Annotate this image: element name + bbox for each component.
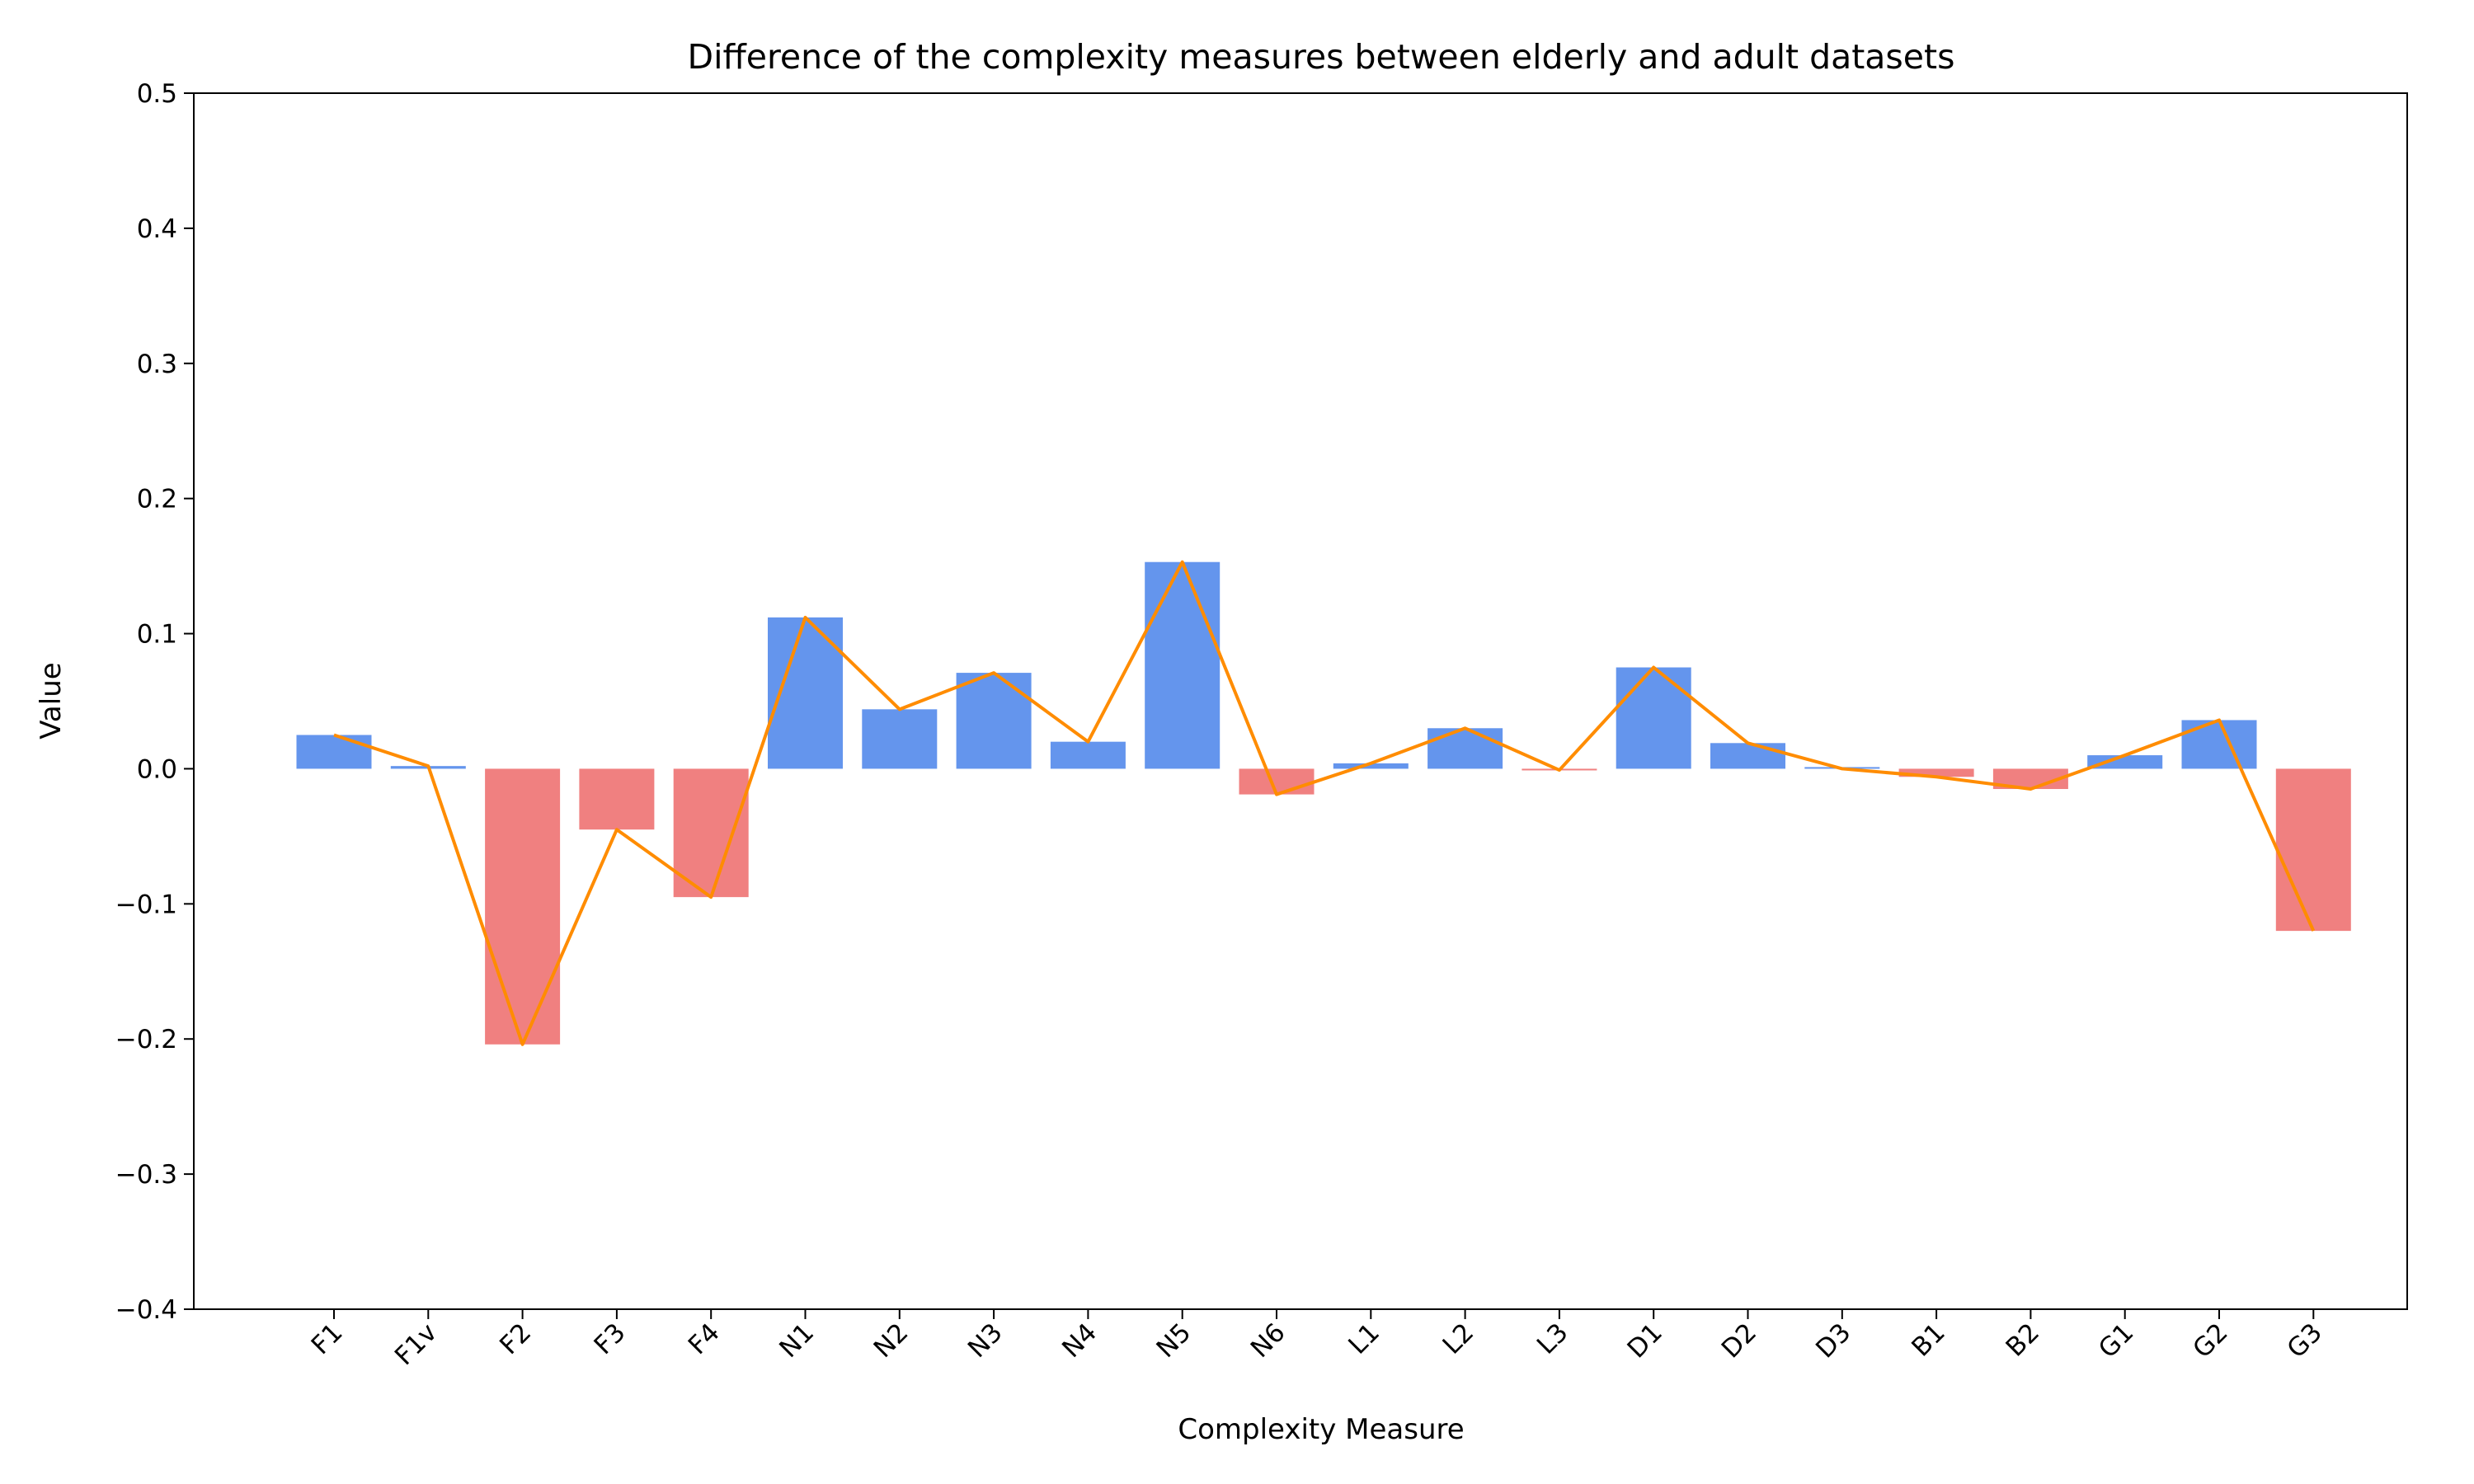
trend-line: [333, 560, 2316, 1046]
x-axis-title: Complexity Measure: [1178, 1413, 1464, 1446]
bar-d2: [1710, 743, 1785, 769]
bar-d1: [1616, 667, 1691, 769]
y-tick-label: −0.2: [115, 1025, 177, 1054]
bar-f2: [485, 768, 561, 1045]
bar-f1: [296, 735, 372, 769]
y-tick-label: 0.2: [137, 485, 177, 514]
line-layer: [333, 560, 2316, 1046]
y-axis: −0.4 −0.3 −0.2 −0.1 0.0 0.1 0.2 0.3 0.4 0.5: [115, 79, 194, 1325]
bar-n3: [956, 673, 1032, 769]
y-axis-title: Value: [35, 662, 68, 739]
bar-f3: [579, 768, 655, 830]
bar-g2: [2181, 720, 2257, 769]
chart-title: Difference of the complexity measures be…: [688, 37, 1955, 77]
bar-g1: [2087, 755, 2163, 769]
bar-f4: [673, 768, 749, 898]
bar-l2: [1427, 728, 1503, 769]
bar-n4: [1050, 741, 1126, 769]
bar-g3: [2275, 768, 2351, 932]
y-tick-label: −0.4: [115, 1295, 177, 1325]
y-tick-label: 0.1: [137, 620, 177, 650]
y-tick-label: −0.1: [115, 890, 177, 919]
y-tick-label: 0.3: [137, 350, 177, 379]
plot-frame: [193, 92, 2408, 1310]
bar-n5: [1145, 561, 1221, 769]
bar-n2: [862, 709, 938, 769]
y-tick-label: 0.5: [137, 79, 177, 109]
y-tick-label: −0.3: [115, 1160, 177, 1190]
bar-l1: [1333, 763, 1409, 769]
bar-b1: [1898, 768, 1974, 777]
y-tick-label: 0.4: [137, 214, 177, 244]
y-tick-label: 0.0: [137, 754, 177, 784]
